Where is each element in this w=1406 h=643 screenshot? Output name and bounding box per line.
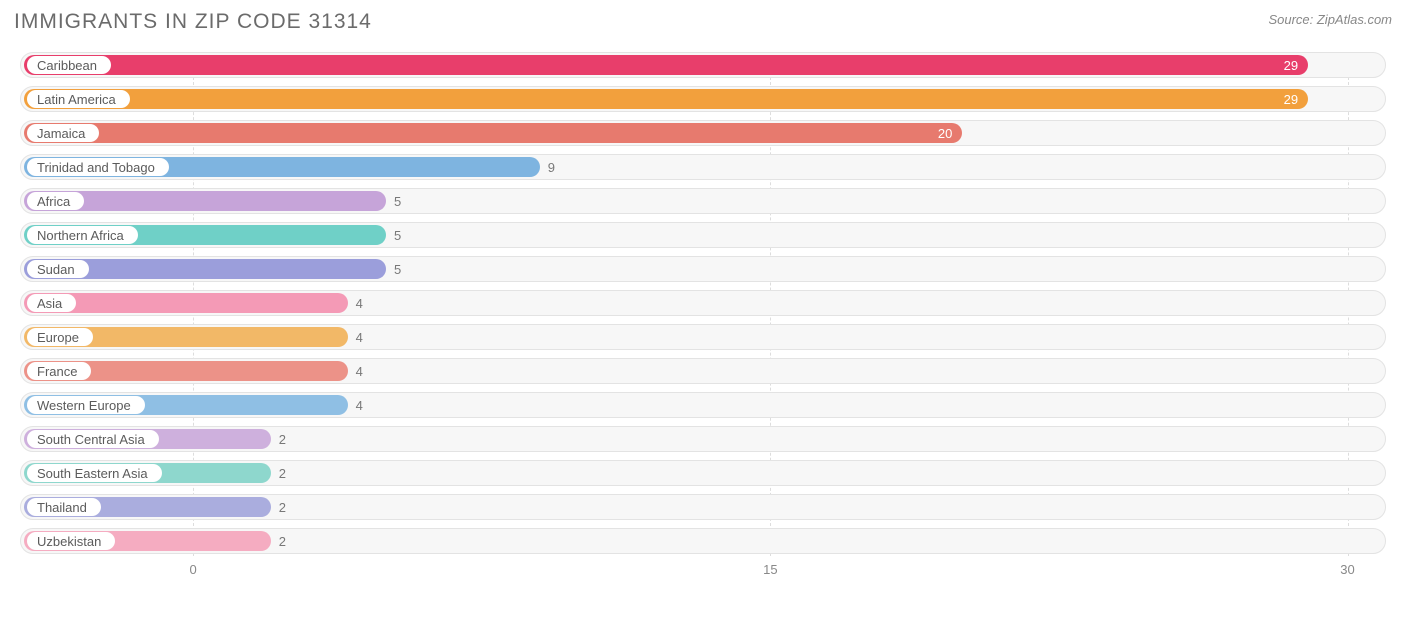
bar-value: 4 [356,359,363,383]
bar-value: 2 [279,529,286,553]
bar-row: Thailand 2 [20,494,1386,520]
axis-tick-label: 0 [190,562,197,577]
bar-row: South Eastern Asia 2 [20,460,1386,486]
bar-label-pill: South Eastern Asia [27,464,162,482]
bar-label-pill: South Central Asia [27,430,159,448]
bar-row: Asia 4 [20,290,1386,316]
bar-value: 4 [356,291,363,315]
chart-source: Source: ZipAtlas.com [1268,12,1392,27]
bar-label-pill: Uzbekistan [27,532,115,550]
bar-value: 2 [279,427,286,451]
bar-value: 2 [279,495,286,519]
bar-label-pill: Europe [27,328,93,346]
bar-label-pill: France [27,362,91,380]
bar-fill: 29 [24,89,1308,109]
bar-row: Sudan 5 [20,256,1386,282]
bar-row: South Central Asia 2 [20,426,1386,452]
bar-value: 5 [394,223,401,247]
chart-title: IMMIGRANTS IN ZIP CODE 31314 [14,10,372,34]
bar-value: 9 [548,155,555,179]
bar-value: 2 [279,461,286,485]
bar-value: 4 [356,325,363,349]
bar-label-pill: Latin America [27,90,130,108]
axis-tick-label: 15 [763,562,777,577]
bar-fill: 20 [24,123,962,143]
bar-row: Europe 4 [20,324,1386,350]
bar-label-pill: Jamaica [27,124,99,142]
bar-label-pill: Thailand [27,498,101,516]
axis-tick-label: 30 [1340,562,1354,577]
bar-row: Trinidad and Tobago 9 [20,154,1386,180]
bar-row: France 4 [20,358,1386,384]
bar-row: Western Europe 4 [20,392,1386,418]
bar-label-pill: Northern Africa [27,226,138,244]
chart-header: IMMIGRANTS IN ZIP CODE 31314 Source: Zip… [14,10,1392,34]
bar-fill: 29 [24,55,1308,75]
bar-row: 29 Latin America [20,86,1386,112]
bar-label-pill: Africa [27,192,84,210]
bar-label-pill: Asia [27,294,76,312]
bar-value: 29 [1284,89,1298,109]
bar-value: 4 [356,393,363,417]
chart-rows: 29Caribbean29Latin America20JamaicaTrini… [20,52,1386,554]
bar-value: 29 [1284,55,1298,75]
bar-label-pill: Trinidad and Tobago [27,158,169,176]
bar-row: Africa 5 [20,188,1386,214]
bar-row: Uzbekistan 2 [20,528,1386,554]
bar-value: 5 [394,257,401,281]
bar-value: 5 [394,189,401,213]
bar-label-pill: Sudan [27,260,89,278]
bar-label-pill: Caribbean [27,56,111,74]
bar-row: 20 Jamaica [20,120,1386,146]
bar-row: 29 Caribbean [20,52,1386,78]
bar-row: Northern Africa 5 [20,222,1386,248]
x-axis: 0 15 30 [20,562,1386,584]
chart-area: 29Caribbean29Latin America20JamaicaTrini… [14,52,1392,584]
bar-value: 20 [938,123,952,143]
bar-label-pill: Western Europe [27,396,145,414]
